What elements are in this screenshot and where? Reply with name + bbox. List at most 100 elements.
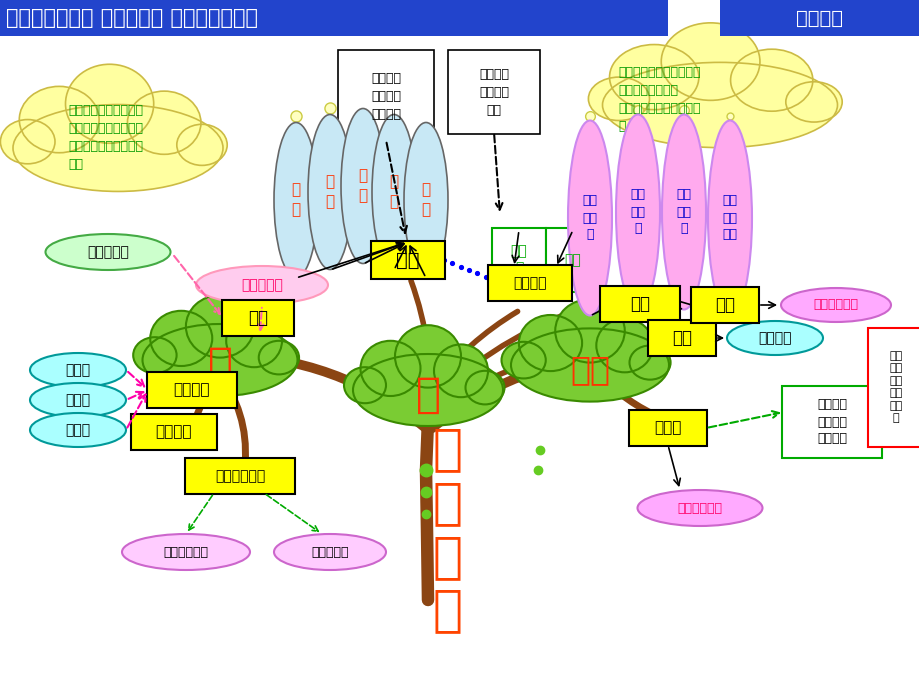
Text: 课内课外作业: 课内课外作业 — [812, 299, 857, 311]
Text: 节、习题: 节、习题 — [155, 424, 192, 440]
Ellipse shape — [142, 324, 297, 396]
Ellipse shape — [45, 234, 170, 270]
Text: 练习: 练习 — [671, 329, 691, 347]
Ellipse shape — [708, 121, 751, 315]
Ellipse shape — [30, 413, 126, 447]
Text: 云朵: 云朵 — [564, 253, 581, 267]
Text: 复习巩固
综合应用
拓广探索: 复习巩固 综合应用 拓广探索 — [816, 399, 846, 446]
Text: 阅读
与思
考: 阅读 与思 考 — [675, 188, 691, 235]
Text: 正文边空: 正文边空 — [513, 276, 546, 290]
Text: 章: 章 — [208, 344, 233, 386]
FancyBboxPatch shape — [492, 228, 545, 292]
Ellipse shape — [274, 123, 318, 277]
FancyBboxPatch shape — [629, 410, 706, 446]
Text: 开放性: 开放性 — [65, 423, 90, 437]
Ellipse shape — [122, 534, 250, 570]
Text: 归
纳: 归 纳 — [421, 183, 430, 217]
Text: 二、编者的意图 、体例安排 、内在逻辑关系: 二、编者的意图 、体例安排 、内在逻辑关系 — [6, 8, 257, 28]
FancyBboxPatch shape — [370, 241, 445, 279]
Text: 回顾与思考: 回顾与思考 — [241, 278, 283, 292]
Ellipse shape — [258, 341, 299, 375]
FancyBboxPatch shape — [147, 372, 237, 408]
Text: 实践性: 实践性 — [65, 393, 90, 407]
Ellipse shape — [780, 288, 890, 322]
Ellipse shape — [501, 342, 545, 378]
Text: 章前图、引言: 章前图、引言 — [215, 469, 265, 483]
Text: 所学
内容
的的
巩固
与延
伸: 所学 内容 的的 巩固 与延 伸 — [889, 351, 902, 423]
Ellipse shape — [629, 346, 670, 380]
Ellipse shape — [510, 328, 668, 402]
Text: 知识结构图: 知识结构图 — [87, 245, 129, 259]
Ellipse shape — [609, 45, 698, 110]
FancyBboxPatch shape — [0, 0, 667, 36]
Ellipse shape — [567, 121, 611, 315]
Ellipse shape — [226, 315, 282, 367]
Text: 思
考: 思 考 — [325, 175, 335, 209]
Ellipse shape — [434, 344, 487, 397]
Ellipse shape — [353, 354, 503, 426]
FancyBboxPatch shape — [599, 286, 679, 322]
FancyBboxPatch shape — [185, 458, 295, 494]
Ellipse shape — [616, 115, 659, 310]
Ellipse shape — [588, 77, 649, 121]
Ellipse shape — [13, 105, 222, 191]
Ellipse shape — [360, 341, 420, 396]
Ellipse shape — [128, 91, 200, 155]
FancyBboxPatch shape — [647, 320, 715, 356]
Text: 复习全章使用: 复习全章使用 — [676, 502, 721, 515]
Ellipse shape — [394, 325, 460, 388]
Text: 习题: 习题 — [570, 353, 609, 386]
FancyBboxPatch shape — [781, 386, 881, 458]
Text: 供学生预习: 供学生预习 — [311, 546, 348, 558]
Text: 介绍与正
文相关的
背景知识: 介绍与正 文相关的 背景知识 — [370, 72, 401, 121]
Ellipse shape — [661, 23, 759, 100]
Text: 体例安排: 体例安排 — [796, 8, 843, 28]
Text: 实验
与探
究: 实验 与探 究 — [630, 188, 645, 235]
Text: 有助于理
解正文的
问题: 有助于理 解正文的 问题 — [479, 68, 508, 117]
FancyBboxPatch shape — [487, 265, 572, 301]
Text: 习题: 习题 — [714, 296, 734, 314]
FancyBboxPatch shape — [221, 300, 294, 336]
Ellipse shape — [196, 266, 328, 304]
Text: 观察
与猜
想: 观察 与猜 想 — [582, 195, 596, 242]
Text: 各栏目以问题、留白、
填空等形式为学生提供
思维发展、合作交流的
空间: 各栏目以问题、留白、 填空等形式为学生提供 思维发展、合作交流的 空间 — [68, 104, 142, 172]
Ellipse shape — [637, 490, 762, 526]
FancyBboxPatch shape — [545, 228, 599, 292]
Text: 导入新课材料: 导入新课材料 — [164, 546, 209, 558]
Text: 选学: 选学 — [630, 295, 650, 313]
Ellipse shape — [371, 115, 415, 270]
Text: 为加深对相关内容的认识
扩大学生的知识面
运用现代信息技术手段学
习: 为加深对相关内容的认识 扩大学生的知识面 运用现代信息技术手段学 习 — [618, 66, 699, 133]
Text: 小结: 小结 — [248, 309, 267, 327]
Ellipse shape — [403, 123, 448, 277]
Ellipse shape — [308, 115, 352, 270]
Ellipse shape — [602, 62, 836, 148]
Text: 体
例
安
排: 体 例 安 排 — [433, 426, 462, 635]
Text: 探
究: 探 究 — [358, 168, 368, 204]
Text: 课上使用: 课上使用 — [757, 331, 791, 345]
Text: 综合性: 综合性 — [65, 363, 90, 377]
Ellipse shape — [30, 383, 126, 417]
Ellipse shape — [555, 299, 624, 362]
Ellipse shape — [186, 295, 254, 357]
Ellipse shape — [19, 86, 99, 152]
Ellipse shape — [726, 321, 823, 355]
Ellipse shape — [730, 49, 812, 111]
FancyBboxPatch shape — [337, 50, 434, 142]
Text: 数学活动: 数学活动 — [174, 382, 210, 397]
FancyBboxPatch shape — [867, 328, 919, 447]
FancyBboxPatch shape — [130, 414, 217, 450]
Ellipse shape — [274, 534, 386, 570]
Ellipse shape — [662, 115, 705, 310]
Ellipse shape — [465, 371, 504, 404]
FancyBboxPatch shape — [690, 287, 758, 323]
Ellipse shape — [785, 81, 841, 122]
Text: 节: 节 — [415, 374, 440, 416]
Text: 小贴
示: 小贴 示 — [510, 244, 527, 275]
Text: 复习题: 复习题 — [653, 420, 681, 435]
Ellipse shape — [30, 353, 126, 387]
Ellipse shape — [150, 310, 212, 366]
FancyBboxPatch shape — [720, 0, 919, 36]
Text: 观
察: 观 察 — [291, 183, 301, 217]
Ellipse shape — [341, 108, 384, 264]
Ellipse shape — [596, 319, 652, 373]
